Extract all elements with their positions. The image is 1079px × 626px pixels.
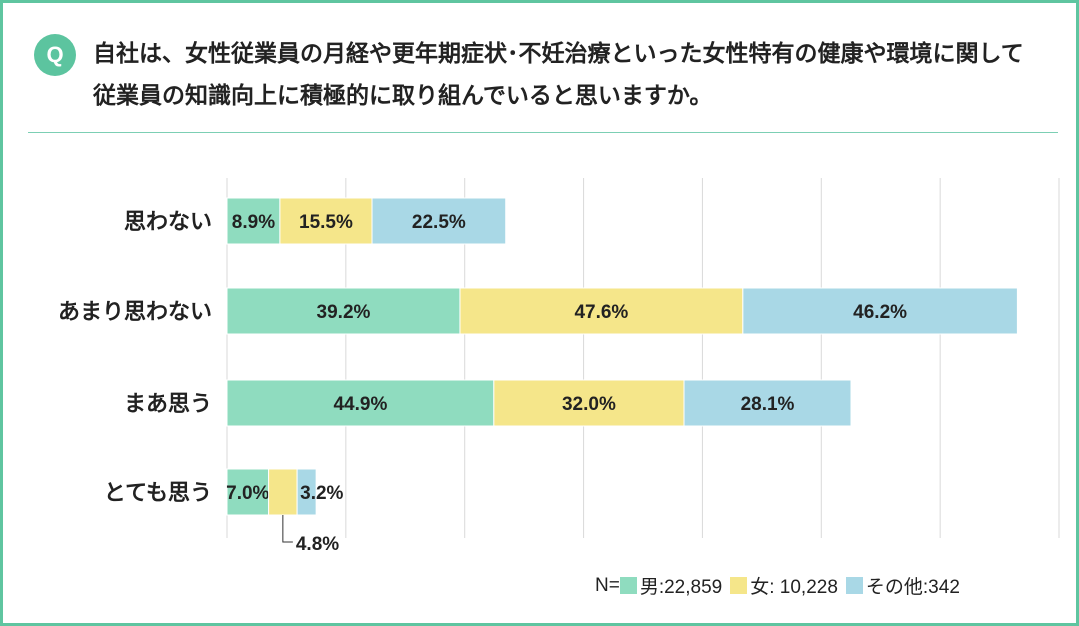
bar-segment	[226, 379, 495, 427]
bar-segment	[226, 468, 270, 516]
legend-item-other: その他:342	[845, 572, 960, 599]
data-label: 22.5%	[412, 212, 466, 233]
legend-label-female: 女: 10,228	[750, 577, 838, 598]
bar-segment	[459, 287, 744, 335]
bar-segment	[226, 287, 461, 335]
data-label: 32.0%	[562, 394, 616, 415]
data-label: 46.2%	[853, 302, 907, 323]
legend-swatch-male	[619, 577, 637, 594]
legend-swatch-female	[730, 577, 748, 594]
bar-segment	[742, 287, 1018, 335]
data-label: 8.9%	[232, 212, 275, 233]
question-text: 自社は、女性従業員の月経や更年期症状･不妊治療といった女性特有の健康や環境に関し…	[93, 41, 1024, 109]
label-leader-line	[282, 515, 293, 543]
bar-segment	[279, 197, 373, 245]
category-label: とても思う	[104, 481, 212, 506]
bar-segment	[296, 468, 317, 516]
category-label: 思わない	[124, 210, 212, 235]
data-label: 3.2%	[300, 483, 343, 504]
legend-prefix: N=	[595, 574, 620, 596]
bar-segment	[268, 468, 298, 516]
data-label: 28.1%	[741, 394, 795, 415]
legend-item-male: 男:22,859	[619, 572, 723, 599]
data-label: 44.9%	[333, 394, 387, 415]
divider	[28, 132, 1058, 133]
data-label: 15.5%	[299, 212, 353, 233]
bar-segment	[371, 197, 507, 245]
bar-segment	[226, 197, 281, 245]
data-label: 7.0%	[226, 483, 269, 504]
legend-item-female: 女: 10,228	[730, 572, 838, 599]
bar-segment	[493, 379, 685, 427]
question-badge: Q	[34, 34, 76, 76]
legend: N= 男:22,859 女: 10,228 その他:342	[595, 572, 968, 599]
legend-label-other: その他:342	[865, 577, 960, 598]
legend-swatch-other	[845, 577, 863, 594]
category-label: あまり思わない	[58, 300, 212, 325]
category-label: まあ思う	[124, 392, 212, 417]
legend-label-male: 男:22,859	[639, 577, 723, 598]
data-label: 4.8%	[296, 534, 339, 555]
bar-segment	[683, 379, 852, 427]
data-label: 47.6%	[574, 302, 628, 323]
data-label: 39.2%	[317, 302, 371, 323]
